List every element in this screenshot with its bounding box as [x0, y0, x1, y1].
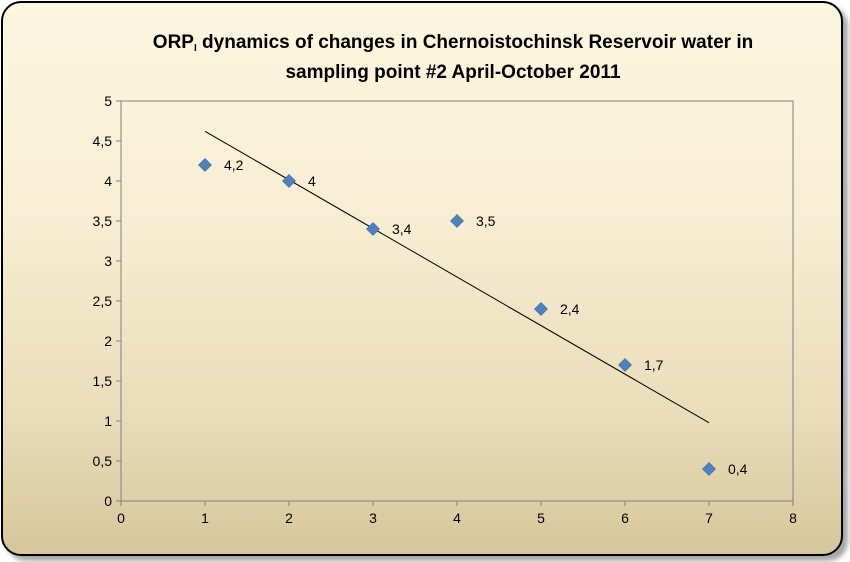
x-tick-label: 7: [705, 510, 713, 526]
data-points: [198, 158, 716, 476]
x-tick-label: 8: [789, 510, 797, 526]
plot-area: [120, 100, 794, 502]
y-tick-label: 1: [104, 413, 112, 429]
data-labels: 4,2 4 3,4 3,5 2,4 1,7 0,4: [224, 157, 748, 477]
y-tick-label: 3,5: [93, 213, 113, 229]
data-label: 0,4: [728, 461, 748, 477]
data-point-marker: [702, 462, 716, 476]
y-tick-label: 3: [104, 253, 112, 269]
y-tick-label: 4,5: [93, 133, 113, 149]
data-label: 3,5: [476, 213, 496, 229]
y-tick-label: 5: [104, 93, 112, 109]
data-label: 2,4: [560, 301, 580, 317]
y-tick-label: 1,5: [93, 373, 113, 389]
data-label: 1,7: [644, 357, 664, 373]
data-point-marker: [198, 158, 212, 172]
x-tick-label: 0: [117, 510, 125, 526]
y-tick-label: 2: [104, 333, 112, 349]
x-tick-label: 6: [621, 510, 629, 526]
x-axis: 0 1 2 3 4 5 6 7 8: [117, 501, 797, 526]
chart-title-line2: sampling point #2 April-October 2011: [285, 62, 621, 83]
data-point-marker: [618, 358, 632, 372]
chart-title: ORPI dynamics of changes in Chernoistoch…: [63, 31, 841, 85]
chart-title-main: ORP: [152, 32, 194, 53]
chart-title-subscript: I: [193, 43, 197, 54]
data-label: 4,2: [224, 157, 244, 173]
data-point-marker: [282, 174, 296, 188]
data-point-marker: [450, 214, 464, 228]
x-tick-label: 5: [537, 510, 545, 526]
chart-title-line1-rest: dynamics of changes in Chernoistochinsk …: [196, 32, 754, 53]
y-tick-label: 4: [104, 173, 112, 189]
x-tick-label: 3: [369, 510, 377, 526]
trendline-group: [204, 130, 710, 424]
data-point-marker: [534, 302, 548, 316]
y-tick-label: 2,5: [93, 293, 113, 309]
trendline: [204, 130, 710, 424]
data-point-marker: [366, 222, 380, 236]
x-tick-label: 2: [285, 510, 293, 526]
y-axis: 0 0,5 1 1,5 2 2,5 3 3,5 4 4,5 5: [93, 93, 121, 509]
y-tick-label: 0: [104, 493, 112, 509]
chart-frame: ORPI dynamics of changes in Chernoistoch…: [1, 1, 843, 556]
data-label: 4: [308, 173, 316, 189]
data-label: 3,4: [392, 221, 412, 237]
x-tick-label: 4: [453, 510, 461, 526]
y-tick-label: 0,5: [93, 453, 113, 469]
x-tick-label: 1: [201, 510, 209, 526]
